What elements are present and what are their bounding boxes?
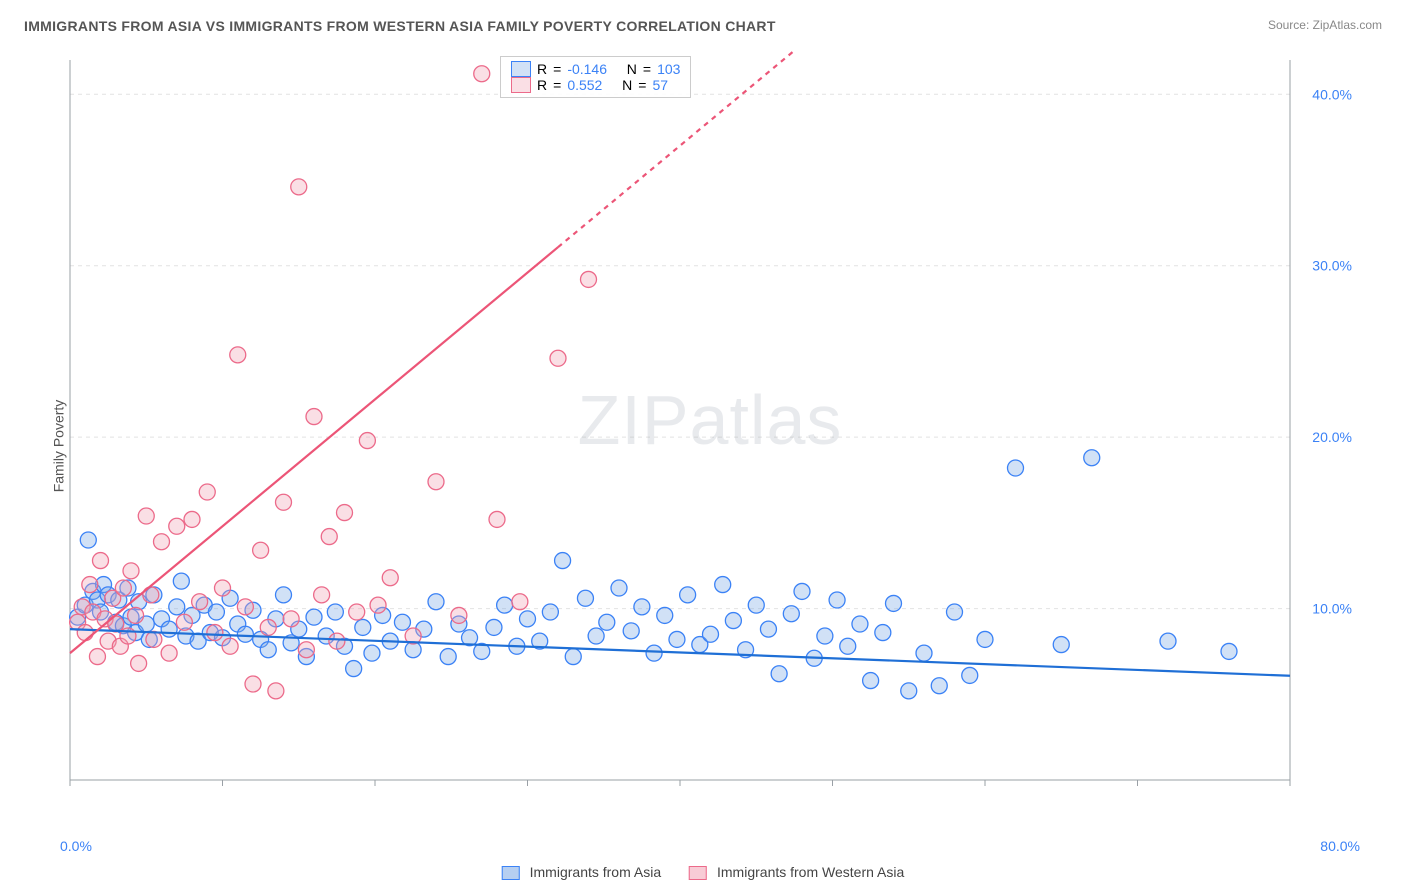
stat-R-label: R bbox=[537, 61, 547, 77]
x-axis-min-label: 0.0% bbox=[60, 838, 92, 854]
stat-N-label: N bbox=[622, 77, 632, 93]
chart-title: IMMIGRANTS FROM ASIA VS IMMIGRANTS FROM … bbox=[24, 18, 776, 34]
stat-N-wasia: 57 bbox=[652, 77, 668, 93]
source-prefix: Source: bbox=[1268, 18, 1313, 32]
stat-N-asia: 103 bbox=[657, 61, 680, 77]
stat-eq: = bbox=[643, 61, 651, 77]
swatch-wasia bbox=[511, 77, 531, 93]
stats-row-wasia: R = 0.552 N = 57 bbox=[511, 77, 680, 93]
legend-label-asia: Immigrants from Asia bbox=[530, 864, 661, 880]
svg-text:20.0%: 20.0% bbox=[1312, 429, 1352, 445]
legend-item-wasia: Immigrants from Western Asia bbox=[689, 864, 904, 880]
source-name: ZipAtlas.com bbox=[1313, 18, 1382, 32]
svg-text:30.0%: 30.0% bbox=[1312, 258, 1352, 274]
correlation-stats-legend: R = -0.146 N = 103 R = 0.552 N = 57 bbox=[500, 56, 691, 98]
stat-N-label: N bbox=[627, 61, 637, 77]
x-axis-max-label: 80.0% bbox=[1320, 838, 1360, 854]
stat-eq: = bbox=[553, 61, 561, 77]
legend-swatch-wasia bbox=[689, 866, 707, 880]
legend-label-wasia: Immigrants from Western Asia bbox=[717, 864, 904, 880]
plot-area: 10.0%20.0%30.0%40.0% ZIPatlas bbox=[60, 50, 1360, 820]
stat-R-asia: -0.146 bbox=[567, 61, 607, 77]
stats-row-asia: R = -0.146 N = 103 bbox=[511, 61, 680, 77]
stat-R-label: R bbox=[537, 77, 547, 93]
stat-eq: = bbox=[553, 77, 561, 93]
legend-item-asia: Immigrants from Asia bbox=[502, 864, 661, 880]
source-attribution: Source: ZipAtlas.com bbox=[1268, 18, 1382, 32]
series-legend: Immigrants from Asia Immigrants from Wes… bbox=[502, 864, 905, 880]
stat-eq: = bbox=[638, 77, 646, 93]
svg-text:40.0%: 40.0% bbox=[1312, 86, 1352, 102]
stat-R-wasia: 0.552 bbox=[567, 77, 602, 93]
scatter-plot-svg: 10.0% 20.0% 30.0% 40.0% bbox=[60, 50, 1360, 820]
swatch-asia bbox=[511, 61, 531, 77]
legend-swatch-asia bbox=[502, 866, 520, 880]
svg-text:10.0%: 10.0% bbox=[1312, 601, 1352, 617]
